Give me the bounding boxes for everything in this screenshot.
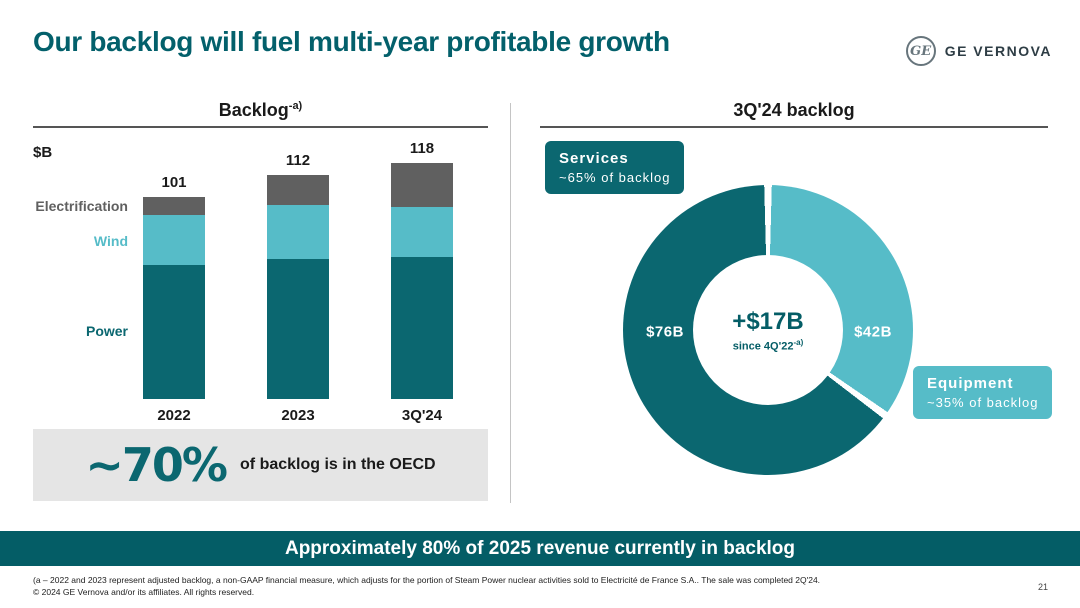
left-panel-title-footnote-marker: -a) bbox=[288, 100, 303, 112]
bar-total-label: 101 bbox=[161, 174, 187, 191]
donut-center-caption-text: since 4Q'22 bbox=[732, 340, 794, 353]
series-label-wind: Wind bbox=[93, 233, 128, 249]
services-value-label: $76B bbox=[646, 323, 684, 341]
bar-segment-electrification bbox=[391, 163, 453, 207]
services-badge-share: ~65% of backlog bbox=[559, 170, 671, 185]
bottom-banner-text: Approximately 80% of 2025 revenue curren… bbox=[284, 537, 796, 559]
right-panel-title: 3Q'24 backlog bbox=[733, 100, 855, 120]
series-label-power: Power bbox=[85, 323, 128, 339]
bar-column: 101 2022 bbox=[143, 174, 205, 424]
left-panel-title-text: Backlog bbox=[218, 100, 289, 120]
bar-column: 118 3Q'24 bbox=[391, 140, 453, 424]
bar-chart: 101 2022 112 2023 118 3Q'24 bbox=[143, 140, 453, 424]
ge-vernova-logo: GE GE VERNOVA bbox=[905, 36, 1052, 66]
bar-segment-power bbox=[267, 259, 329, 399]
equipment-value-label: $42B bbox=[854, 323, 892, 341]
bar-segment-electrification bbox=[267, 175, 329, 205]
bar-segment-wind bbox=[391, 207, 453, 257]
left-panel-rule bbox=[33, 126, 488, 128]
services-badge: Services ~65% of backlog bbox=[545, 141, 685, 194]
bar-total-label: 112 bbox=[285, 152, 311, 169]
y-axis-unit-label: $B bbox=[33, 144, 53, 161]
oecd-callout-text: of backlog is in the OECD bbox=[240, 456, 436, 473]
ge-vernova-wordmark: GE VERNOVA bbox=[944, 43, 1052, 59]
x-axis-label: 2023 bbox=[281, 407, 315, 424]
bar-column: 112 2023 bbox=[267, 152, 329, 424]
bar-segment-electrification bbox=[143, 197, 205, 215]
bar-segment-wind bbox=[267, 205, 329, 259]
bar-segment-power bbox=[143, 265, 205, 399]
right-panel-rule bbox=[540, 126, 1048, 128]
bar-stack bbox=[391, 163, 453, 399]
bar-stack bbox=[143, 197, 205, 399]
page-title: Our backlog will fuel multi-year profita… bbox=[33, 26, 670, 57]
oecd-callout: ~70% of backlog is in the OECD bbox=[33, 429, 488, 501]
donut-center-value: +$17B bbox=[732, 307, 804, 335]
bottom-banner: Approximately 80% of 2025 revenue curren… bbox=[0, 531, 1080, 566]
donut-center-caption-footnote-marker: -a) bbox=[793, 337, 804, 347]
panel-divider bbox=[510, 103, 511, 503]
oecd-callout-value: ~70% bbox=[85, 438, 228, 492]
donut-chart: $76B $42B +$17B since 4Q'22-a) bbox=[623, 185, 913, 475]
ge-monogram-icon: GE bbox=[905, 36, 936, 66]
donut-center-caption: since 4Q'22-a) bbox=[733, 338, 804, 353]
bar-total-label: 118 bbox=[409, 140, 435, 157]
x-axis-label: 2022 bbox=[157, 407, 191, 424]
series-label-electrification: Electrification bbox=[35, 198, 128, 214]
page-number: 21 bbox=[1037, 582, 1048, 592]
left-panel-title: Backlog-a) bbox=[33, 100, 488, 121]
footnote-line-1: (a – 2022 and 2023 represent adjusted ba… bbox=[33, 575, 821, 585]
bar-segment-wind bbox=[143, 215, 205, 265]
bar-stack bbox=[267, 175, 329, 399]
services-badge-name: Services bbox=[559, 150, 629, 167]
donut-center: +$17B since 4Q'22-a) bbox=[693, 255, 843, 405]
footnote-line-2: © 2024 GE Vernova and/or its affiliates.… bbox=[33, 587, 255, 597]
bar-segment-power bbox=[391, 257, 453, 399]
equipment-badge-name: Equipment bbox=[927, 375, 1014, 392]
equipment-badge: Equipment ~35% of backlog bbox=[913, 366, 1053, 419]
equipment-badge-share: ~35% of backlog bbox=[927, 395, 1039, 410]
x-axis-label: 3Q'24 bbox=[401, 407, 443, 424]
